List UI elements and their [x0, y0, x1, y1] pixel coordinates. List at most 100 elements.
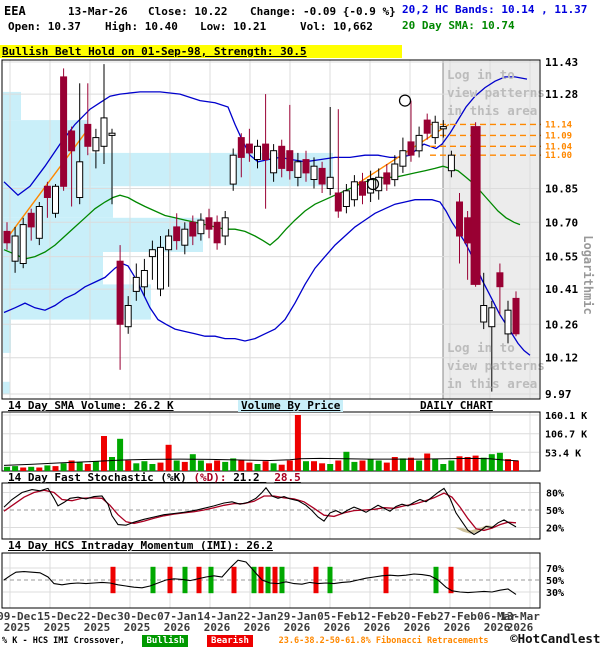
- volume-bar: [448, 460, 455, 471]
- volume-bar: [464, 457, 471, 471]
- imi-crossover-bar: [196, 566, 202, 594]
- volume-bar: [222, 461, 229, 471]
- date-label: 22-Jan: [237, 610, 277, 623]
- imi-crossover-bar: [448, 566, 454, 594]
- candle-body: [92, 137, 100, 152]
- price-tick-label: 10.12: [545, 352, 578, 365]
- date-year-label: 2026: [164, 621, 191, 634]
- imi-crossover-bar: [167, 566, 173, 594]
- price-tick-label: 9.97: [545, 388, 572, 401]
- date-year-label: 2025: [44, 621, 71, 634]
- volume-bar: [20, 467, 27, 471]
- login-overlay-bottom[interactable]: Log in to: [447, 340, 515, 355]
- volume-bar: [189, 454, 196, 471]
- login-overlay-bottom[interactable]: view patterns: [447, 358, 545, 373]
- volume-by-price-band: [3, 252, 103, 285]
- quote-change: Change: -0.09 {-0.9 %}: [250, 5, 396, 18]
- candle-body: [197, 219, 205, 235]
- candle-body: [342, 190, 350, 208]
- candle-body: [302, 159, 310, 174]
- volume-bar: [117, 438, 124, 471]
- pattern-alert-banner[interactable]: Bullish Belt Hold on 01-Sep-98, Strength…: [0, 45, 402, 58]
- candle-body: [19, 224, 27, 265]
- pattern-marker-circle: [366, 177, 380, 191]
- fibonacci-tick-label: 11.00: [545, 151, 572, 161]
- pane-frame: [1, 482, 541, 540]
- candle-body: [334, 192, 342, 212]
- bearish-badge: Bearish: [207, 635, 253, 647]
- price-tick-label: 10.85: [545, 183, 578, 196]
- candle-body: [310, 165, 318, 180]
- volume-bar: [165, 444, 172, 472]
- candle-body: [447, 154, 455, 172]
- volume-bar: [254, 464, 261, 471]
- candle-body: [359, 181, 366, 196]
- imi-crossover-bar: [383, 566, 389, 594]
- volume-bar: [76, 461, 83, 471]
- candle-body: [270, 150, 278, 174]
- volume-bar: [383, 462, 390, 471]
- pane-frame: [1, 59, 541, 400]
- pattern-marker-circle: [398, 94, 412, 107]
- volume-bar: [343, 451, 350, 472]
- candle-body: [262, 143, 270, 161]
- volume-bar: [141, 461, 148, 471]
- volume-bar: [351, 461, 358, 471]
- volume-bar: [488, 454, 495, 471]
- date-year-label: 2025: [84, 621, 111, 634]
- candle-body: [496, 272, 504, 288]
- volume-bar: [238, 460, 245, 471]
- candle-body: [213, 221, 221, 244]
- volume-by-price-band: [3, 381, 10, 394]
- date-label: 05-Feb: [317, 610, 357, 623]
- volume-bar: [230, 458, 237, 471]
- candle-body: [221, 217, 229, 237]
- candle-body: [43, 185, 51, 199]
- volume-bar: [181, 461, 188, 471]
- candle-body: [407, 141, 415, 156]
- volume-bar: [173, 460, 180, 471]
- candle-body: [512, 297, 520, 335]
- login-overlay-top[interactable]: Log in to: [447, 67, 515, 82]
- price-tick-label: 11.28: [545, 88, 578, 101]
- stochastic-d-line: [3, 489, 517, 532]
- volume-bar: [416, 460, 423, 471]
- login-overlay-top[interactable]: view patterns: [447, 85, 545, 100]
- candle-body: [148, 249, 156, 258]
- volume-bar: [12, 466, 19, 471]
- date-year-label: 2026: [284, 621, 311, 634]
- ticker-symbol: EEA: [4, 4, 26, 18]
- candle-body: [35, 206, 43, 239]
- candle-body: [3, 230, 11, 244]
- candle-body: [132, 276, 140, 292]
- date-label: 13-Mar: [500, 610, 540, 623]
- stochastic-pane-title: 14 Day Fast Stochastic (%K) (%D): 21.2 2…: [8, 472, 301, 484]
- quote-volume: Vol: 10,662: [300, 20, 373, 33]
- price-tick-label: 11.43: [545, 56, 578, 69]
- candle-body: [27, 212, 35, 228]
- bollinger-lower-band: [3, 199, 531, 356]
- login-overlay-top[interactable]: in this area: [447, 103, 537, 118]
- date-year-label: 2026: [484, 621, 511, 634]
- volume-by-price-label[interactable]: Volume By Price: [238, 400, 344, 412]
- price-tick-label: 10.26: [545, 318, 578, 331]
- volume-bar: [286, 460, 293, 471]
- volume-bar: [262, 461, 269, 471]
- stoch-d-value: 28.5: [274, 471, 301, 484]
- date-year-label: 2026: [324, 621, 351, 634]
- imi-crossover-bar: [208, 566, 214, 594]
- quote-open: Open: 10.37: [8, 20, 81, 33]
- date-year-label: 2026: [404, 621, 431, 634]
- imi-crossover-bar: [313, 566, 319, 594]
- volume-tick-label: 106.7 K: [545, 430, 587, 441]
- volume-bar: [513, 460, 519, 471]
- candle-body: [52, 185, 59, 214]
- candle-body: [318, 167, 326, 185]
- candle-body: [286, 150, 294, 172]
- login-overlay-bottom[interactable]: in this area: [447, 376, 537, 391]
- copyright-link[interactable]: ©HotCandlestick.com: [510, 631, 600, 646]
- volume-bar: [294, 415, 301, 471]
- volume-bar: [125, 460, 132, 471]
- date-label: 14-Jan: [197, 610, 237, 623]
- imi-crossover-bar: [433, 566, 439, 594]
